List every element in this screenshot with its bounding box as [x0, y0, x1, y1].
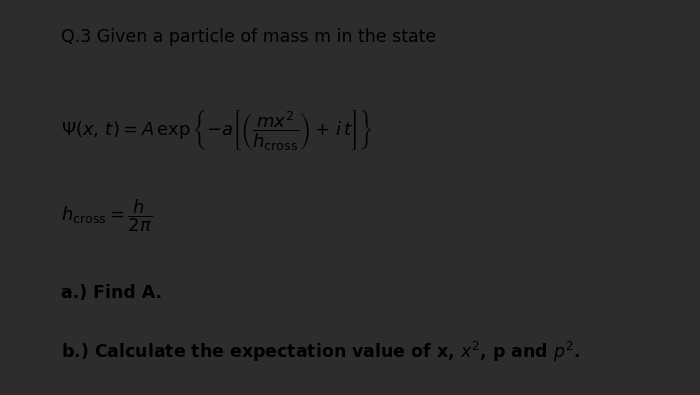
Text: $h_{\mathrm{cross}} = \dfrac{h}{2\pi}$: $h_{\mathrm{cross}} = \dfrac{h}{2\pi}$	[61, 198, 152, 234]
Text: a.) Find A.: a.) Find A.	[61, 284, 162, 303]
Text: $\Psi(x,\,t) = A\,\exp\left\{-a\left[\left(\dfrac{mx^2}{h_{\mathrm{cross}}}\righ: $\Psi(x,\,t) = A\,\exp\left\{-a\left[\le…	[61, 107, 372, 152]
Text: b.) Calculate the expectation value of x, $x^2$, p and $p^2$.: b.) Calculate the expectation value of x…	[61, 340, 580, 364]
Text: Q.3 Given a particle of mass m in the state: Q.3 Given a particle of mass m in the st…	[61, 28, 436, 46]
